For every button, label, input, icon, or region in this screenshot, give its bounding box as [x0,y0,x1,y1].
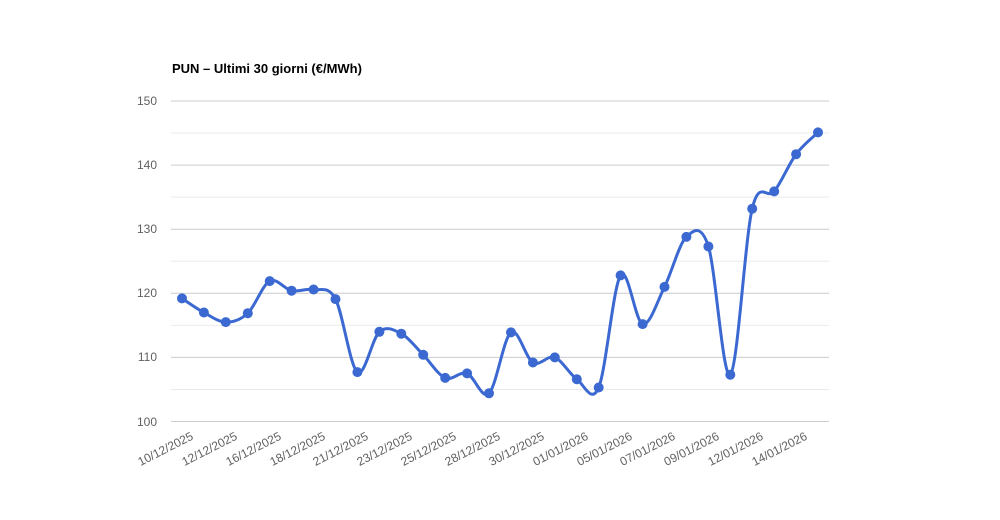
data-point[interactable] [484,388,494,399]
data-point[interactable] [264,276,275,287]
data-point[interactable] [615,270,626,281]
data-point[interactable] [330,294,341,305]
y-axis-tick-label: 150 [136,94,157,108]
line-series [180,130,820,397]
y-axis-tick-label: 110 [137,350,157,365]
data-point[interactable] [352,367,363,378]
data-point[interactable] [769,186,780,197]
data-point[interactable] [725,369,736,380]
data-point[interactable] [506,327,516,338]
data-points [177,127,823,399]
series-path [180,130,820,397]
data-point[interactable] [374,326,385,337]
data-point[interactable] [527,357,538,368]
data-point[interactable] [220,317,231,328]
data-point[interactable] [571,374,582,385]
data-point[interactable] [198,307,209,318]
data-point[interactable] [813,127,823,138]
data-point[interactable] [440,372,451,383]
data-point[interactable] [703,241,714,252]
data-point[interactable] [791,149,802,160]
data-point[interactable] [177,293,187,304]
y-axis-tick-label: 140 [136,158,157,173]
data-point[interactable] [681,231,692,242]
data-point[interactable] [462,368,473,379]
data-point[interactable] [242,308,253,319]
chart-title: PUN – Ultimi 30 giorni (€/MWh) [172,61,362,76]
y-axis-tick-label: 100 [136,414,157,429]
data-point[interactable] [396,328,407,339]
data-point[interactable] [593,382,604,393]
data-point[interactable] [747,203,758,214]
data-point[interactable] [659,281,670,292]
y-axis-tick-label: 120 [136,286,157,301]
data-point[interactable] [418,349,429,360]
data-point[interactable] [549,352,560,363]
data-point[interactable] [286,285,297,296]
data-point[interactable] [637,319,648,330]
data-point[interactable] [308,284,319,295]
y-axis-tick-label: 130 [136,222,157,237]
